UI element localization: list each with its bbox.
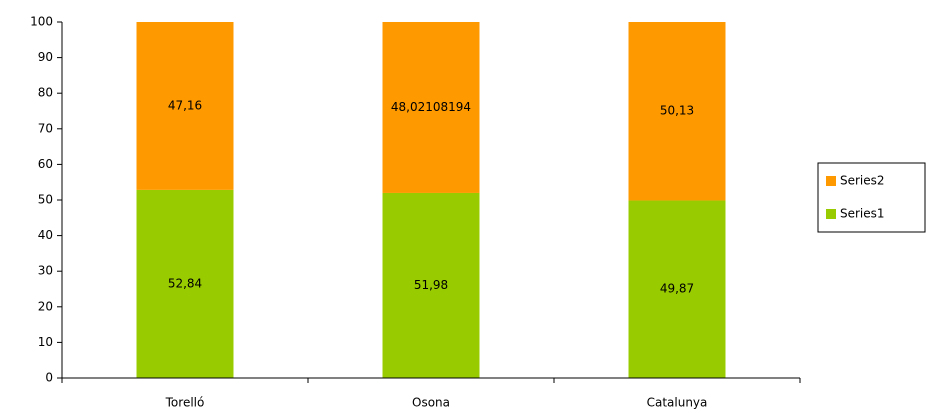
y-tick-label: 20 [38,299,53,313]
y-tick-label: 80 [38,86,53,100]
legend-swatch [826,209,836,219]
legend [817,162,926,233]
x-tick-label: Catalunya [647,396,708,410]
bar-segment [628,200,726,378]
bar-segment [628,22,726,201]
data-label: 51,98 [414,278,448,292]
y-tick-label: 60 [38,157,53,171]
bar-segment [136,22,234,190]
data-label: 52,84 [168,276,202,290]
x-tick-label: Torelló [165,396,205,410]
y-tick-label: 10 [38,335,53,349]
data-label: 49,87 [660,282,694,296]
x-tick-label: Osona [412,396,450,410]
bar-segment [382,21,480,193]
data-label: 48,02108194 [391,100,471,114]
legend-label: Series1 [840,207,885,221]
legend-swatch [826,176,836,186]
bar-segment [136,189,234,378]
data-label: 50,13 [660,104,694,118]
y-tick-label: 0 [45,371,53,385]
y-tick-label: 100 [30,15,53,29]
y-tick-label: 40 [38,228,53,242]
bar-segment [382,192,480,378]
y-tick-label: 90 [38,50,53,64]
y-tick-label: 30 [38,264,53,278]
legend-label: Series2 [840,174,885,188]
y-tick-label: 70 [38,121,53,135]
data-label: 47,16 [168,98,202,112]
y-tick-label: 50 [38,193,53,207]
